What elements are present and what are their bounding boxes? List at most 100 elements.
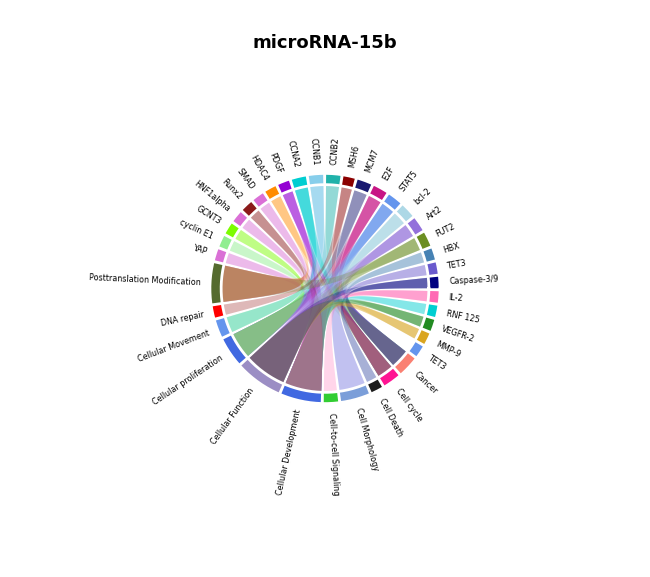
Polygon shape bbox=[309, 174, 323, 186]
Polygon shape bbox=[221, 195, 309, 302]
Polygon shape bbox=[285, 297, 428, 392]
Text: TET3: TET3 bbox=[446, 258, 467, 271]
Polygon shape bbox=[339, 212, 405, 383]
Polygon shape bbox=[343, 212, 407, 366]
Text: YAP: YAP bbox=[192, 243, 208, 256]
Text: Cellular Movement: Cellular Movement bbox=[136, 328, 211, 364]
Polygon shape bbox=[232, 229, 305, 357]
Text: Posttranslation Modification: Posttranslation Modification bbox=[89, 273, 202, 287]
Text: Cancer: Cancer bbox=[412, 370, 439, 396]
Polygon shape bbox=[233, 211, 248, 227]
Polygon shape bbox=[346, 296, 428, 366]
Polygon shape bbox=[285, 212, 405, 392]
Polygon shape bbox=[310, 185, 392, 377]
Text: IL-2: IL-2 bbox=[448, 293, 463, 304]
Polygon shape bbox=[226, 186, 317, 332]
Polygon shape bbox=[341, 203, 407, 366]
Polygon shape bbox=[285, 304, 421, 392]
Polygon shape bbox=[342, 175, 355, 188]
Polygon shape bbox=[214, 249, 228, 263]
Polygon shape bbox=[248, 190, 316, 383]
Polygon shape bbox=[226, 185, 324, 332]
Polygon shape bbox=[242, 201, 257, 217]
Polygon shape bbox=[341, 278, 429, 383]
Polygon shape bbox=[416, 329, 430, 344]
Text: VEGFR-2: VEGFR-2 bbox=[441, 324, 476, 344]
Polygon shape bbox=[332, 224, 414, 391]
Polygon shape bbox=[428, 291, 439, 303]
Text: Cell Death: Cell Death bbox=[378, 397, 405, 438]
Text: GCNT3: GCNT3 bbox=[194, 204, 222, 227]
Text: Cellular proliferation: Cellular proliferation bbox=[151, 354, 225, 407]
Polygon shape bbox=[345, 302, 421, 366]
Polygon shape bbox=[394, 353, 415, 374]
Text: cyclin E1: cyclin E1 bbox=[178, 218, 215, 241]
Polygon shape bbox=[426, 262, 439, 275]
Polygon shape bbox=[232, 185, 324, 357]
Polygon shape bbox=[294, 186, 407, 366]
Polygon shape bbox=[221, 219, 303, 302]
Polygon shape bbox=[285, 252, 425, 392]
Polygon shape bbox=[221, 238, 421, 302]
Text: Caspase-3/9: Caspase-3/9 bbox=[448, 275, 499, 286]
Polygon shape bbox=[229, 241, 304, 357]
Polygon shape bbox=[384, 194, 401, 211]
Polygon shape bbox=[241, 219, 322, 392]
Polygon shape bbox=[221, 209, 304, 302]
Text: Cellular Development: Cellular Development bbox=[276, 409, 303, 496]
Polygon shape bbox=[346, 299, 425, 366]
Polygon shape bbox=[232, 212, 405, 357]
Polygon shape bbox=[285, 265, 428, 392]
Text: HBX: HBX bbox=[442, 241, 461, 255]
Polygon shape bbox=[285, 194, 381, 392]
Polygon shape bbox=[421, 317, 436, 331]
Polygon shape bbox=[380, 368, 399, 386]
Text: FUT2: FUT2 bbox=[435, 222, 457, 239]
Text: PDGF: PDGF bbox=[268, 151, 284, 175]
Text: Cell Morphology: Cell Morphology bbox=[354, 407, 380, 472]
Polygon shape bbox=[337, 194, 392, 377]
Polygon shape bbox=[215, 318, 231, 337]
Text: Cellular Function: Cellular Function bbox=[210, 387, 256, 447]
Text: MSH6: MSH6 bbox=[347, 144, 361, 168]
Polygon shape bbox=[212, 305, 225, 318]
Polygon shape bbox=[221, 253, 300, 302]
Text: DNA repair: DNA repair bbox=[160, 310, 205, 328]
Polygon shape bbox=[265, 185, 279, 200]
Polygon shape bbox=[355, 178, 372, 194]
Polygon shape bbox=[285, 238, 421, 392]
Text: MCM7: MCM7 bbox=[364, 148, 381, 174]
Text: CCNB2: CCNB2 bbox=[330, 137, 341, 165]
Polygon shape bbox=[335, 189, 392, 377]
Polygon shape bbox=[281, 384, 321, 403]
Polygon shape bbox=[344, 224, 414, 366]
Polygon shape bbox=[294, 186, 392, 377]
Text: RNF 125: RNF 125 bbox=[445, 309, 480, 325]
Polygon shape bbox=[285, 203, 394, 392]
Polygon shape bbox=[232, 185, 339, 357]
Polygon shape bbox=[370, 185, 387, 201]
Polygon shape bbox=[339, 194, 407, 366]
Polygon shape bbox=[250, 209, 322, 392]
Text: HNF1alpha: HNF1alpha bbox=[192, 179, 232, 213]
Text: CCNA2: CCNA2 bbox=[285, 140, 301, 169]
Polygon shape bbox=[278, 179, 292, 194]
Text: STAT5: STAT5 bbox=[398, 169, 419, 193]
Polygon shape bbox=[346, 278, 429, 366]
Polygon shape bbox=[415, 232, 432, 249]
Text: CCNB1: CCNB1 bbox=[309, 137, 320, 165]
Polygon shape bbox=[332, 203, 394, 391]
Polygon shape bbox=[426, 304, 439, 317]
Polygon shape bbox=[368, 379, 382, 393]
Text: Cell-to-cell Signaling: Cell-to-cell Signaling bbox=[327, 412, 341, 495]
Polygon shape bbox=[232, 189, 367, 357]
Polygon shape bbox=[248, 238, 421, 383]
Text: E2F: E2F bbox=[382, 165, 396, 182]
Polygon shape bbox=[248, 203, 394, 383]
Text: Runx2: Runx2 bbox=[220, 177, 243, 201]
Polygon shape bbox=[225, 223, 240, 238]
Polygon shape bbox=[253, 193, 268, 208]
Polygon shape bbox=[232, 203, 394, 357]
Polygon shape bbox=[346, 290, 429, 366]
Text: bcl-2: bcl-2 bbox=[412, 186, 433, 207]
